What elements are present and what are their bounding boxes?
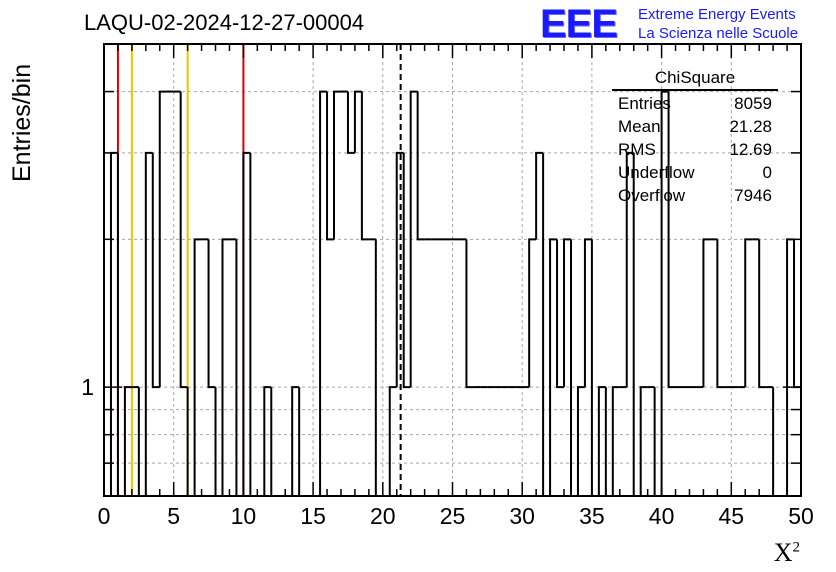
histogram-bin	[395, 151, 404, 388]
histogram-bin	[590, 239, 599, 497]
histogram-bin	[360, 91, 369, 241]
stats-label: RMS	[618, 140, 656, 159]
x-axis-label-base: X	[773, 538, 793, 567]
histogram-bin	[333, 90, 341, 240]
histogram-bin	[576, 386, 585, 496]
histogram-bin	[263, 386, 272, 496]
x-tick-label: 15	[300, 503, 326, 529]
histogram-bin	[611, 386, 620, 496]
histogram-bin	[346, 91, 355, 154]
histogram-bin	[123, 386, 132, 496]
histogram-bin	[772, 387, 781, 497]
x-tick-label: 10	[231, 503, 257, 529]
stats-label: Underflow	[618, 163, 695, 182]
stats-value: 0	[762, 163, 772, 182]
x-tick-label: 5	[167, 503, 180, 529]
histogram-bin	[744, 238, 753, 388]
histogram-bin	[542, 152, 551, 497]
x-tick-label: 25	[440, 503, 466, 529]
histogram-bin	[179, 91, 188, 389]
x-tick-label: 30	[509, 503, 535, 529]
histogram-bin	[193, 238, 202, 496]
histogram-bin	[528, 238, 537, 388]
stats-row-entries: Entries 8059	[612, 92, 778, 115]
histogram-bin	[270, 387, 279, 497]
histogram-bin	[660, 90, 669, 496]
x-axis: 0 5 10 15 20 25 30 35 40 45 50	[98, 44, 814, 529]
stats-row-rms: RMS 12.69	[612, 138, 778, 161]
histogram-bin	[353, 90, 362, 153]
histogram-bin	[758, 239, 767, 389]
x-tick-label: 50	[788, 503, 814, 529]
histogram-bin	[109, 151, 118, 496]
histogram-bin	[416, 91, 425, 241]
histogram-bin	[388, 386, 397, 496]
histogram-bin	[549, 238, 558, 496]
stats-row-mean: Mean 21.28	[612, 115, 778, 138]
stats-value: 8059	[734, 94, 772, 113]
stats-header: ChiSquare	[612, 68, 778, 91]
histogram-bin	[151, 152, 160, 389]
eee-logo-mark: EEE	[540, 2, 618, 46]
histogram-bin	[214, 387, 223, 497]
x-axis-label-sup: 2	[792, 539, 801, 556]
histogram-bin	[137, 387, 146, 497]
y-axis: 1	[81, 90, 801, 464]
histogram-bin	[535, 151, 544, 240]
histogram-bin	[298, 387, 307, 497]
histogram-bin	[667, 91, 676, 389]
histogram-bin	[207, 239, 216, 389]
histogram-bin	[326, 91, 335, 241]
histogram-bin	[653, 387, 662, 497]
stats-label: Mean	[618, 117, 661, 136]
histogram-bin	[639, 386, 648, 496]
histogram-bin	[319, 90, 328, 496]
histogram-bin	[242, 151, 251, 496]
histogram-bin	[158, 90, 167, 388]
histogram-bin	[569, 239, 578, 497]
logo-line-1: Extreme Energy Events	[638, 6, 796, 23]
x-tick-label: 40	[649, 503, 675, 529]
x-tick-label: 0	[98, 503, 111, 529]
histogram-bin	[786, 238, 795, 496]
histogram-bin	[702, 238, 711, 388]
y-axis-label: Entries/bin	[8, 63, 36, 182]
histogram-bin	[186, 387, 195, 497]
x-tick-label: 35	[579, 503, 605, 529]
histogram-bin	[563, 238, 571, 388]
histogram-bin	[604, 387, 613, 497]
histogram-bin	[597, 386, 606, 496]
histogram-bin	[402, 152, 411, 389]
y-tick-label: 1	[81, 374, 94, 400]
x-tick-label: 20	[370, 503, 396, 529]
histogram-bin	[116, 152, 125, 497]
stats-row-overflow: Overflow 7946	[612, 184, 778, 207]
histogram-bin	[625, 151, 634, 388]
histogram-bin	[465, 239, 474, 389]
histogram-bin	[556, 239, 565, 389]
x-axis-label: X2	[774, 538, 800, 568]
stats-row-underflow: Underflow 0	[612, 161, 778, 184]
stats-label: Entries	[618, 94, 671, 113]
histogram-bin	[235, 239, 244, 497]
eee-logo-text: Extreme Energy Events La Scienza nelle S…	[638, 5, 798, 43]
histogram-bin	[374, 239, 383, 497]
histogram-bin	[409, 90, 418, 388]
stats-value: 7946	[734, 186, 772, 205]
logo-line-2: La Scienza nelle Scuole	[638, 25, 799, 42]
x-tick-label: 45	[719, 503, 745, 529]
histogram-bin	[716, 239, 725, 389]
stats-box: ChiSquare Entries 8059 Mean 21.28 RMS 12.69…	[612, 68, 778, 207]
histogram-bin	[291, 386, 300, 496]
histogram-bin	[793, 239, 801, 389]
histogram-bin	[221, 238, 230, 496]
chart-title: LAQU-02-2024-12-27-00004	[84, 10, 365, 35]
stats-value: 21.28	[729, 117, 772, 136]
stats-label: Overflow	[618, 186, 686, 205]
histogram-bin	[249, 152, 258, 497]
stats-value: 12.69	[729, 140, 772, 159]
histogram-bin	[144, 151, 153, 496]
histogram-bin	[583, 238, 592, 388]
